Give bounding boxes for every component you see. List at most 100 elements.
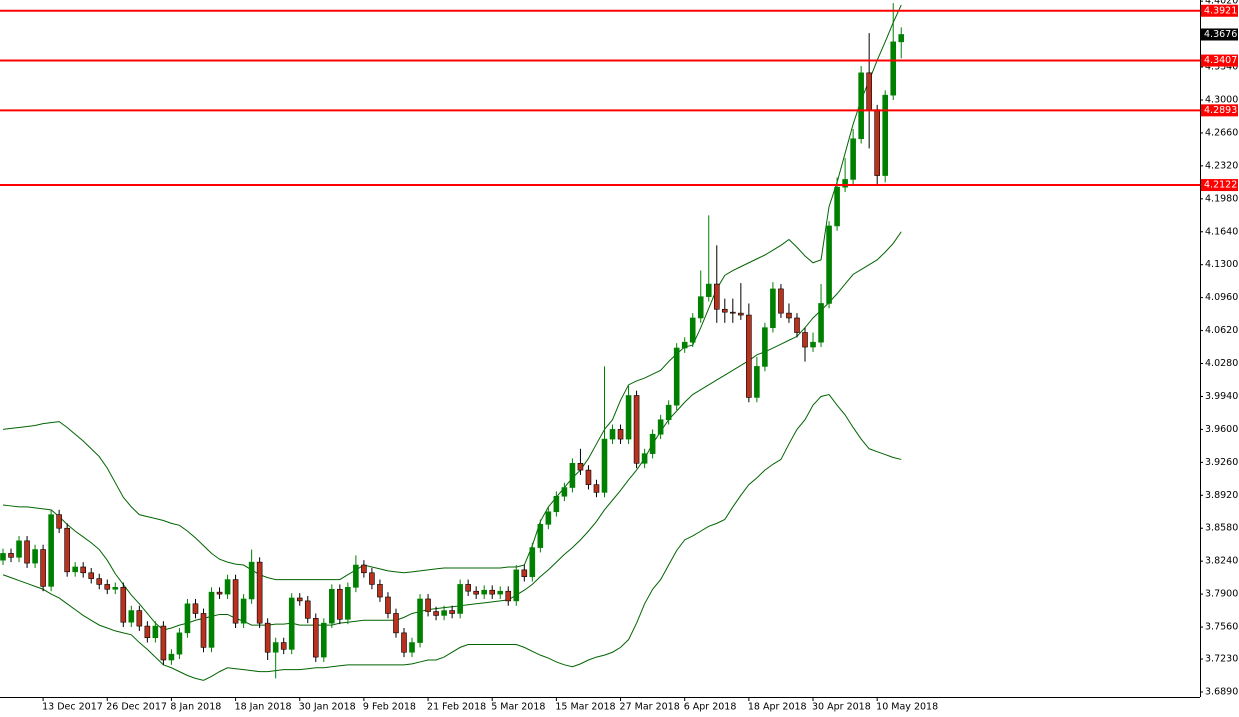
candle-body [441, 610, 447, 616]
level-label-box [1201, 54, 1238, 67]
candle-body [24, 540, 30, 564]
candle-body [184, 603, 191, 634]
candle-body [513, 569, 520, 602]
candle-body [754, 366, 760, 398]
band-line [2, 4, 902, 581]
candle-body [449, 610, 455, 614]
current-price-label: 4.3676 [1204, 29, 1237, 40]
candle-body [593, 484, 600, 493]
current-price-box [1201, 28, 1238, 41]
y-tick-label: 3.9600 [1205, 424, 1238, 435]
candle-body [489, 589, 496, 595]
candle-body [521, 569, 528, 577]
candle-body [272, 642, 279, 653]
candle-body [457, 584, 463, 614]
candle-body [553, 495, 560, 513]
candle-body [128, 610, 135, 623]
y-tick-label: 4.3340 [1205, 62, 1238, 73]
candle-body [601, 438, 608, 493]
level-label-box [1201, 104, 1238, 117]
candle-body [296, 597, 303, 602]
candle-body [329, 588, 335, 624]
y-tick-label: 4.2660 [1205, 127, 1238, 138]
candle-body [689, 317, 696, 343]
x-tick-label: 9 Feb 2018 [363, 702, 416, 713]
candle-body [721, 308, 728, 313]
candle-body [232, 579, 239, 624]
y-tick-label: 4.3000 [1205, 94, 1238, 105]
candle-body [337, 588, 343, 620]
candle-body [16, 540, 22, 558]
candle-body [433, 611, 439, 616]
y-tick-label: 3.9940 [1205, 391, 1238, 402]
y-tick-label: 3.7900 [1205, 589, 1238, 600]
candle-body [393, 613, 399, 634]
band-line [2, 393, 902, 681]
candle-body [345, 587, 351, 620]
candle-body [649, 433, 656, 454]
x-tick-label: 6 Apr 2018 [684, 702, 737, 713]
candle-body [730, 311, 736, 314]
candle-body [8, 553, 14, 558]
candle-body [529, 547, 536, 577]
candle-body [505, 590, 512, 602]
candle-body [473, 590, 479, 595]
candle-body [625, 395, 632, 440]
candle-body [264, 622, 271, 653]
candle-body [810, 341, 816, 348]
candle-body [770, 288, 776, 328]
candle-body [641, 453, 648, 464]
candle-body [850, 138, 856, 180]
candle-body [80, 566, 86, 574]
candle-body [569, 463, 576, 488]
candle-body [160, 625, 167, 661]
candle-body [144, 625, 151, 639]
x-tick-label: 18 Apr 2018 [748, 702, 807, 713]
candle-body [256, 561, 263, 624]
candle-body [417, 598, 423, 643]
candle-body [537, 524, 544, 548]
candle-body [657, 419, 664, 435]
y-tick-label: 3.9260 [1205, 457, 1238, 468]
candle-body [585, 469, 592, 485]
x-tick-label: 15 Mar 2018 [555, 702, 615, 713]
y-tick-label: 4.1640 [1205, 226, 1238, 237]
x-tick-label: 30 Apr 2018 [812, 702, 871, 713]
candle-body [104, 584, 111, 590]
candle-body [168, 653, 175, 661]
y-tick-label: 3.7560 [1205, 622, 1238, 633]
candle-body [0, 553, 6, 561]
candle-body [617, 429, 624, 440]
candle-body [882, 94, 889, 176]
candle-body [874, 109, 880, 176]
candle-body [401, 632, 407, 653]
candle-body [152, 625, 159, 639]
candle-body [224, 579, 231, 595]
candle-body [288, 597, 295, 650]
candle-body [673, 347, 680, 406]
candle-body [112, 587, 119, 590]
y-tick-label: 3.6890 [1205, 686, 1238, 697]
candle-body [248, 561, 255, 600]
candle-body [216, 591, 223, 595]
candle-body [176, 632, 183, 655]
x-tick-label: 8 Jan 2018 [170, 702, 221, 713]
y-tick-label: 3.8240 [1205, 556, 1238, 567]
candle-body [786, 312, 792, 319]
candle-body [56, 514, 62, 529]
candle-body [120, 587, 127, 623]
candle-body [312, 618, 319, 658]
y-tick-label: 4.0620 [1205, 325, 1238, 336]
x-tick-label: 10 May 2018 [876, 702, 938, 713]
candle-body [746, 314, 752, 398]
level-label: 4.3921 [1204, 5, 1237, 16]
candle-body [320, 622, 327, 658]
x-tick-label: 18 Jan 2018 [235, 702, 292, 713]
candle-body [665, 404, 672, 421]
candle-body [842, 179, 848, 188]
candle-body [192, 603, 199, 614]
candle-body [240, 598, 247, 624]
candle-body [64, 527, 70, 573]
